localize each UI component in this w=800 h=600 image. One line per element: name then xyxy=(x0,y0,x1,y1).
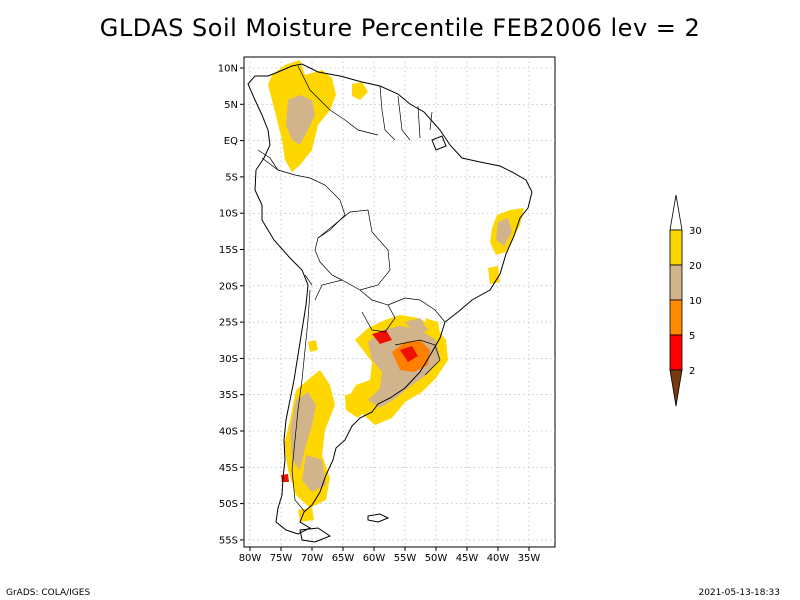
lon-label-55w: 55W xyxy=(394,553,417,564)
marajo-island xyxy=(431,135,447,151)
lon-label-45w: 45W xyxy=(456,553,479,564)
border-peru-chile xyxy=(304,274,313,286)
lat-label-45s: 45S xyxy=(219,463,238,474)
lon-label-80w: 80W xyxy=(239,553,262,564)
lat-label-10n: 10N xyxy=(218,64,238,75)
border-colombia-venezuela xyxy=(297,65,379,136)
colorbar-label-10: 10 xyxy=(689,296,702,307)
shade-venezuela-patch xyxy=(352,82,368,100)
border-guianas xyxy=(397,95,433,141)
colorbar: 30 20 10 5 2 xyxy=(669,194,702,407)
shade-buenos-aires xyxy=(345,392,368,418)
shade-patagonia-south xyxy=(298,508,314,522)
tierra-del-fuego xyxy=(299,527,332,543)
border-brazil-west xyxy=(314,199,346,281)
lon-label-60w: 60W xyxy=(363,553,386,564)
lat-label-30s: 30S xyxy=(219,354,238,365)
border-bolivia xyxy=(314,209,391,301)
shade-paraguay-red xyxy=(372,330,392,344)
border-argentina-chile xyxy=(291,289,311,513)
shade-patagonia-tan xyxy=(290,392,316,470)
shade-south-red xyxy=(400,346,418,362)
lat-label-15s: 15S xyxy=(219,245,238,256)
colorbar-5-10 xyxy=(669,299,683,336)
shade-ne-brazil-tan xyxy=(496,218,512,246)
footer-timestamp: 2021-05-13-18:33 xyxy=(698,588,781,598)
plot-frame xyxy=(243,56,556,548)
coastline xyxy=(247,63,533,543)
lat-label-25s: 25S xyxy=(219,318,238,329)
colorbar-20-30 xyxy=(669,229,683,266)
lat-label-5s: 5S xyxy=(225,172,238,183)
shade-upper-tan xyxy=(405,318,428,336)
colorbar-under-arrow xyxy=(669,369,683,407)
latitude-labels: 10N 5N EQ 5S 10S 15S 20S 25S 30S 35S 40S 45S 50S 55S xyxy=(218,64,244,546)
map-title: GLDAS Soil Moisture Percentile FEB2006 l… xyxy=(99,14,701,42)
shade-upper-yellow xyxy=(425,318,440,334)
colorbar-label-30: 30 xyxy=(689,226,702,237)
falklands xyxy=(367,513,390,523)
lon-label-40w: 40W xyxy=(487,553,510,564)
colorbar-2-5 xyxy=(669,334,683,371)
colorbar-over-arrow xyxy=(669,194,683,231)
lat-label-40s: 40S xyxy=(219,427,238,438)
border-ecuador-peru xyxy=(257,149,279,171)
lon-label-70w: 70W xyxy=(301,553,324,564)
percentile-shading xyxy=(268,60,524,522)
border-brazil-south xyxy=(387,297,446,323)
border-paraguay xyxy=(359,289,396,333)
border-colombia-peru xyxy=(261,157,341,201)
border-uruguay xyxy=(394,339,441,376)
lat-label-10s: 10S xyxy=(219,209,238,220)
south-america-outline xyxy=(247,63,533,535)
lon-label-75w: 75W xyxy=(270,553,293,564)
lat-label-20s: 20S xyxy=(219,281,238,292)
shade-patagonia-red xyxy=(281,474,289,482)
shade-argentina-small xyxy=(308,340,318,352)
shade-north-colombia-tan xyxy=(286,95,315,145)
lat-label-35s: 35S xyxy=(219,390,238,401)
border-venezuela-guyana xyxy=(379,85,396,141)
lon-label-65w: 65W xyxy=(332,553,355,564)
colorbar-label-20: 20 xyxy=(689,261,702,272)
shade-ne-brazil-small xyxy=(488,266,500,284)
lon-label-50w: 50W xyxy=(425,553,448,564)
lat-label-50s: 50S xyxy=(219,499,238,510)
lon-label-35w: 35W xyxy=(518,553,541,564)
lat-label-55s: 55S xyxy=(219,535,238,546)
footer-credit: GrADS: COLA/IGES xyxy=(6,588,91,598)
lat-label-eq: EQ xyxy=(224,136,238,147)
colorbar-label-2: 2 xyxy=(689,366,695,377)
lat-label-5n: 5N xyxy=(224,100,238,111)
colorbar-10-20 xyxy=(669,264,683,301)
shade-patagonia-tan-2 xyxy=(302,455,326,492)
longitude-labels: 80W 75W 70W 65W 60W 55W 50W 45W 40W 35W xyxy=(239,547,541,564)
colorbar-label-5: 5 xyxy=(689,331,695,342)
